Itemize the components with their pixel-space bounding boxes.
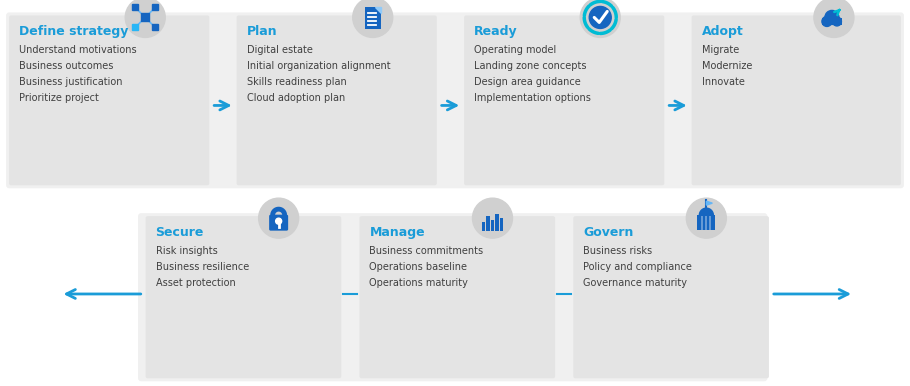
FancyBboxPatch shape [705, 216, 707, 230]
Text: Manage: Manage [369, 226, 425, 239]
Text: Digital estate: Digital estate [247, 46, 312, 56]
FancyBboxPatch shape [500, 218, 503, 231]
Bar [152, 5, 158, 10]
Text: Operations maturity: Operations maturity [369, 278, 469, 288]
FancyBboxPatch shape [9, 15, 209, 185]
FancyBboxPatch shape [6, 12, 904, 188]
Text: Plan: Plan [247, 25, 278, 39]
FancyBboxPatch shape [146, 216, 341, 378]
Circle shape [825, 10, 839, 24]
FancyBboxPatch shape [237, 15, 437, 185]
Text: Asset protection: Asset protection [156, 278, 236, 288]
Text: Operations baseline: Operations baseline [369, 262, 468, 272]
FancyBboxPatch shape [365, 7, 380, 29]
Text: Prioritize project: Prioritize project [19, 93, 99, 103]
FancyBboxPatch shape [573, 216, 769, 378]
Polygon shape [706, 201, 713, 205]
FancyBboxPatch shape [822, 19, 842, 25]
Text: Business outcomes: Business outcomes [19, 61, 114, 71]
Circle shape [822, 17, 832, 26]
Text: Design area guidance: Design area guidance [474, 78, 581, 88]
FancyBboxPatch shape [464, 15, 664, 185]
Text: Govern: Govern [583, 226, 633, 239]
FancyBboxPatch shape [481, 222, 485, 231]
Text: Secure: Secure [156, 226, 204, 239]
Polygon shape [700, 208, 713, 215]
FancyBboxPatch shape [486, 216, 490, 231]
Text: Skills readiness plan: Skills readiness plan [247, 78, 347, 88]
Text: Understand motivations: Understand motivations [19, 46, 136, 56]
FancyBboxPatch shape [709, 216, 712, 230]
FancyBboxPatch shape [359, 216, 555, 378]
Text: Business justification: Business justification [19, 78, 123, 88]
Bar [132, 24, 138, 30]
Bar [152, 24, 158, 30]
Text: Operating model: Operating model [474, 46, 556, 56]
Text: Implementation options: Implementation options [474, 93, 591, 103]
FancyBboxPatch shape [697, 215, 715, 230]
Text: Policy and compliance: Policy and compliance [583, 262, 693, 272]
Circle shape [833, 17, 842, 26]
Circle shape [276, 218, 281, 224]
FancyBboxPatch shape [495, 214, 499, 231]
Text: Initial organization alignment: Initial organization alignment [247, 61, 390, 71]
Circle shape [686, 198, 726, 238]
Bar [141, 14, 149, 22]
Text: Define strategy: Define strategy [19, 25, 128, 39]
Text: Adopt: Adopt [702, 25, 743, 39]
Circle shape [258, 198, 298, 238]
FancyBboxPatch shape [138, 213, 767, 381]
Text: Migrate: Migrate [702, 46, 739, 56]
FancyBboxPatch shape [692, 15, 901, 185]
Text: Business commitments: Business commitments [369, 246, 483, 256]
Text: Cloud adoption plan: Cloud adoption plan [247, 93, 345, 103]
FancyBboxPatch shape [269, 215, 288, 231]
Circle shape [126, 0, 166, 37]
FancyBboxPatch shape [702, 216, 703, 230]
Circle shape [581, 0, 621, 37]
Text: Modernize: Modernize [702, 61, 752, 71]
Bar [132, 5, 138, 10]
FancyBboxPatch shape [490, 220, 494, 231]
Text: Governance maturity: Governance maturity [583, 278, 687, 288]
Circle shape [353, 0, 393, 37]
Circle shape [590, 7, 612, 29]
Polygon shape [375, 7, 380, 14]
Text: Business resilience: Business resilience [156, 262, 248, 272]
Circle shape [814, 0, 854, 37]
Text: Business risks: Business risks [583, 246, 652, 256]
Text: Landing zone concepts: Landing zone concepts [474, 61, 587, 71]
Text: Ready: Ready [474, 25, 518, 39]
Text: Innovate: Innovate [702, 78, 744, 88]
Text: Risk insights: Risk insights [156, 246, 217, 256]
Circle shape [472, 198, 512, 238]
